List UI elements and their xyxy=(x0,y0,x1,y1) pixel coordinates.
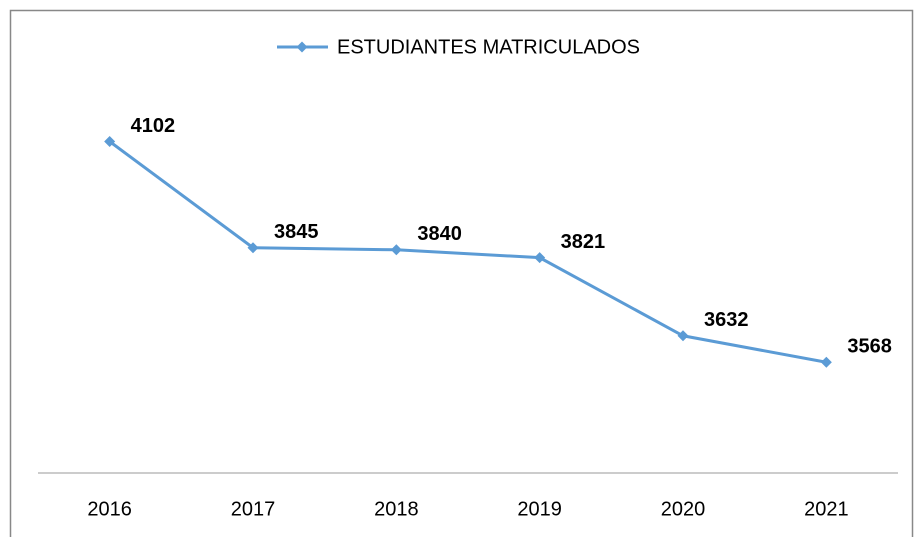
x-tick-label: 2019 xyxy=(517,498,562,520)
legend-label: ESTUDIANTES MATRICULADOS xyxy=(337,36,640,58)
data-label: 3840 xyxy=(417,223,462,245)
marker xyxy=(104,136,116,148)
marker xyxy=(820,356,832,368)
x-tick-label: 2021 xyxy=(804,498,849,520)
marker xyxy=(677,330,689,342)
marker xyxy=(390,244,402,256)
data-label: 3821 xyxy=(561,231,606,253)
marker xyxy=(247,242,259,254)
data-label: 3845 xyxy=(274,221,319,243)
x-tick-label: 2016 xyxy=(87,498,132,520)
legend-marker xyxy=(296,41,308,53)
x-tick-label: 2017 xyxy=(231,498,276,520)
x-tick-label: 2018 xyxy=(374,498,419,520)
data-label: 3632 xyxy=(704,309,749,331)
line xyxy=(108,140,827,364)
data-label: 3568 xyxy=(847,336,892,358)
x-tick-label: 2020 xyxy=(661,498,706,520)
chart-border xyxy=(9,9,914,537)
data-label: 4102 xyxy=(131,115,176,137)
marker xyxy=(534,252,546,264)
